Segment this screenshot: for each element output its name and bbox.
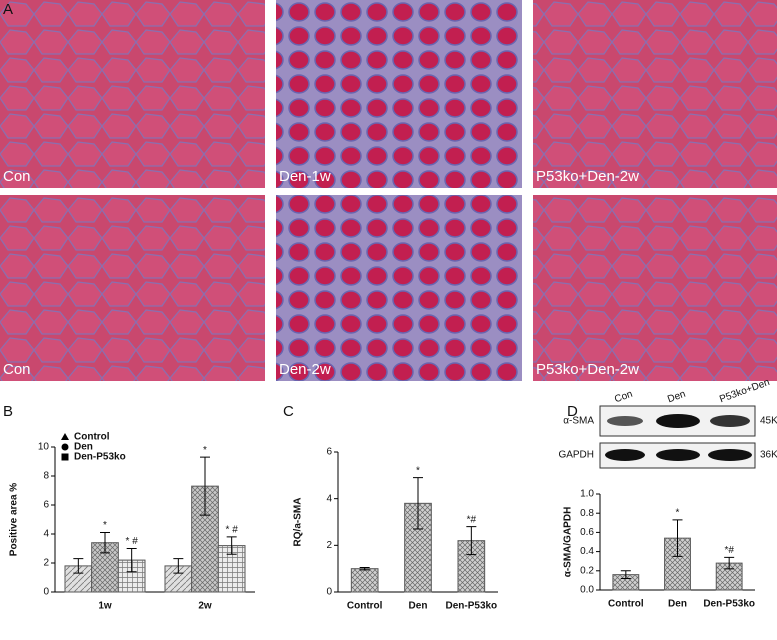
y-tick-label: 0.6 — [580, 527, 594, 538]
y-tick-label: 1.0 — [580, 489, 594, 500]
legend-marker — [61, 443, 69, 451]
significance-label: * # — [226, 525, 239, 536]
significance-label: *# — [724, 545, 734, 556]
histology-image — [276, 195, 522, 381]
x-tick-label: Den — [409, 601, 428, 612]
significance-label: * — [103, 520, 107, 531]
x-tick-label: Den-P53ko — [703, 599, 755, 610]
y-tick-label: 0.8 — [580, 508, 594, 519]
histology-image — [533, 0, 777, 188]
image-label: Den-2w — [279, 361, 331, 378]
y-axis-label: Positive area % — [9, 483, 20, 556]
lane-label: Den — [666, 389, 687, 406]
band — [607, 416, 643, 426]
blot-size-label: 36KDa — [760, 450, 777, 461]
error-bar — [620, 570, 631, 579]
histology-image — [276, 0, 522, 188]
histology-image — [0, 0, 265, 188]
legend-label: Control — [74, 432, 110, 443]
western-blot — [599, 405, 756, 469]
x-tick-label: Den-P53ko — [445, 601, 497, 612]
error-bar — [200, 456, 210, 516]
x-tick-label: Control — [347, 601, 383, 612]
error-bar — [173, 558, 184, 574]
image-label: Con — [3, 168, 31, 185]
significance-label: * — [203, 445, 207, 456]
error-bar — [724, 556, 735, 570]
y-tick-label: 6 — [43, 500, 49, 511]
histology-image — [533, 195, 777, 381]
y-tick-label: 6 — [326, 447, 332, 458]
band — [708, 449, 752, 461]
y-tick-label: 0.0 — [580, 585, 594, 596]
error-bar — [466, 526, 477, 556]
error-bar — [672, 519, 683, 557]
significance-label: * — [676, 508, 680, 519]
lane-label: Con — [613, 389, 634, 406]
y-tick-label: 2 — [43, 558, 49, 569]
y-tick-label: 0.2 — [580, 565, 594, 576]
y-tick-label: 8 — [43, 471, 49, 482]
error-bar — [100, 532, 110, 554]
error-bar — [359, 567, 370, 571]
legend-label: Den-P53ko — [74, 452, 126, 463]
significance-label: * — [416, 465, 420, 476]
y-axis-label: RQ/a-SMA — [293, 498, 304, 547]
y-tick-label: 0.4 — [580, 546, 594, 557]
x-tick-label: 2w — [198, 601, 212, 612]
y-tick-label: 0 — [43, 587, 49, 598]
panel-label: A — [3, 1, 13, 18]
blot-size-label: 45KDa — [760, 416, 777, 427]
image-label: P53ko+Den-2w — [536, 168, 639, 185]
blot-row-label: α-SMA — [563, 416, 594, 427]
legend-marker — [61, 433, 69, 440]
band — [710, 415, 750, 427]
y-tick-label: 4 — [326, 493, 332, 504]
image-label: P53ko+Den-2w — [536, 361, 639, 378]
x-tick-label: Control — [608, 599, 644, 610]
histology-image — [0, 195, 265, 381]
significance-label: * # — [126, 536, 139, 547]
y-tick-label: 2 — [326, 540, 332, 551]
y-axis-label: α-SMA/GAPDH — [563, 507, 574, 578]
image-label: Con — [3, 361, 31, 378]
blot-row-label: GAPDH — [558, 450, 594, 461]
significance-label: *# — [467, 514, 477, 525]
legend-label: Den — [74, 442, 93, 453]
error-bar — [413, 477, 423, 530]
image-label: Den-1w — [279, 168, 331, 185]
error-bar — [226, 536, 237, 555]
bar-hatch — [612, 574, 639, 590]
band — [656, 414, 700, 428]
panel-label: D — [567, 403, 578, 420]
band — [605, 449, 645, 461]
legend-marker — [61, 453, 69, 461]
bar-hatch — [351, 568, 378, 592]
panel-label: C — [283, 403, 294, 420]
band — [656, 449, 700, 461]
y-tick-label: 10 — [38, 442, 50, 453]
lane-label: P53ko+Den — [718, 377, 771, 405]
panel-label: B — [3, 403, 13, 420]
histology-images: Con Den-1w P53ko+Den-2w Con Den-2w P53ko+Den-… — [0, 0, 777, 381]
y-tick-label: 4 — [43, 529, 49, 540]
y-tick-label: 0 — [326, 587, 332, 598]
error-bar — [126, 548, 137, 573]
x-tick-label: Den — [668, 599, 687, 610]
x-tick-label: 1w — [98, 601, 112, 612]
error-bar — [73, 558, 84, 574]
